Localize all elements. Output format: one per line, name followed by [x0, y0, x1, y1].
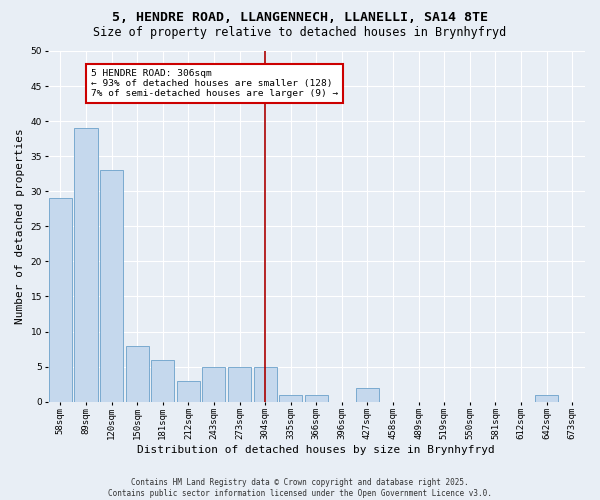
Text: 5, HENDRE ROAD, LLANGENNECH, LLANELLI, SA14 8TE: 5, HENDRE ROAD, LLANGENNECH, LLANELLI, S… — [112, 11, 488, 24]
Bar — [279, 394, 302, 402]
Bar — [177, 380, 200, 402]
Bar — [100, 170, 123, 402]
Text: 5 HENDRE ROAD: 306sqm
← 93% of detached houses are smaller (128)
7% of semi-deta: 5 HENDRE ROAD: 306sqm ← 93% of detached … — [91, 68, 338, 98]
Bar — [202, 366, 226, 402]
Bar — [125, 346, 149, 402]
Bar — [228, 366, 251, 402]
Y-axis label: Number of detached properties: Number of detached properties — [15, 128, 25, 324]
Bar — [74, 128, 98, 402]
X-axis label: Distribution of detached houses by size in Brynhyfryd: Distribution of detached houses by size … — [137, 445, 495, 455]
Bar — [49, 198, 72, 402]
Text: Size of property relative to detached houses in Brynhyfryd: Size of property relative to detached ho… — [94, 26, 506, 39]
Bar — [356, 388, 379, 402]
Bar — [535, 394, 558, 402]
Bar — [151, 360, 174, 402]
Bar — [254, 366, 277, 402]
Text: Contains HM Land Registry data © Crown copyright and database right 2025.
Contai: Contains HM Land Registry data © Crown c… — [108, 478, 492, 498]
Bar — [305, 394, 328, 402]
